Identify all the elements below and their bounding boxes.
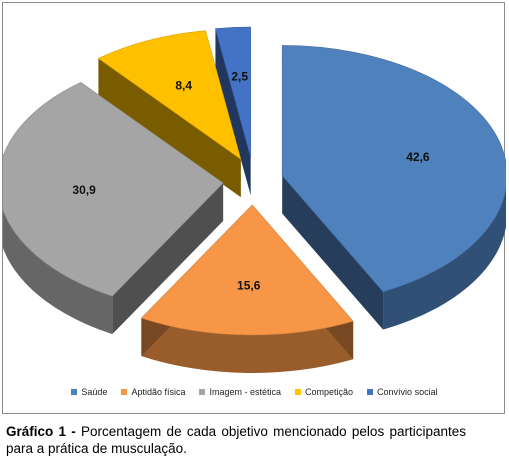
slice-competicao — [97, 30, 242, 160]
slice-imagem-estetica — [3, 82, 224, 297]
legend-swatch — [121, 389, 128, 395]
slice-wall-imagem-estetica-0 — [112, 183, 224, 335]
legend-swatch — [199, 389, 206, 395]
slice-rim-aptidao-fisica — [141, 318, 354, 373]
legend-item-saude: Saúde — [71, 387, 107, 397]
legend-item-aptidao-fisica: Aptidão física — [121, 387, 185, 397]
pie-chart: 42,6 15,6 30,9 8,4 2,5 — [3, 26, 506, 373]
slice-wall-saude-1 — [282, 175, 384, 330]
slice-rim-imagem-estetica — [3, 209, 113, 335]
caption-label: Gráfico 1 - — [6, 424, 76, 439]
slice-aptidao-fisica — [140, 204, 354, 336]
caption-text: Porcentagem de cada objetivo mencionado … — [6, 424, 466, 456]
slice-rim-saude — [383, 188, 506, 330]
slice-wall-convivio-social-0 — [215, 28, 251, 196]
legend-item-convivio-social: Convívio social — [367, 387, 438, 397]
data-label-convivio-social: 2,5 — [231, 70, 248, 84]
data-label-competicao: 8,4 — [175, 79, 192, 93]
slice-saude — [281, 45, 506, 293]
legend-label: Imagem - estética — [209, 387, 282, 397]
chart-legend: Saúde Aptidão física Imagem - estética Comp… — [3, 387, 506, 397]
data-label-aptidao-fisica: 15,6 — [237, 279, 261, 293]
legend-label: Convívio social — [377, 387, 438, 397]
legend-swatch — [295, 389, 302, 395]
chart-frame: 42,6 15,6 30,9 8,4 2,5 Saúde Aptidão física Im… — [2, 2, 506, 414]
legend-label: Competição — [305, 387, 354, 397]
data-label-saude: 42,6 — [406, 150, 430, 164]
figure-caption: Gráfico 1 - Porcentagem de cada objetivo… — [6, 423, 466, 457]
pie-label-layer: 42,6 15,6 30,9 8,4 2,5 — [72, 70, 430, 293]
legend-item-imagem-estetica: Imagem - estética — [199, 387, 281, 397]
legend-label: Saúde — [81, 387, 108, 397]
legend-swatch — [71, 389, 78, 395]
data-label-imagem-estetica: 30,9 — [72, 183, 96, 197]
slice-convivio-social — [215, 26, 251, 158]
slice-wall-competicao-0 — [98, 58, 241, 198]
legend-swatch — [367, 389, 374, 395]
legend-item-competicao: Competição — [295, 387, 353, 397]
legend-label: Aptidão física — [131, 387, 186, 397]
pie-top-layer — [3, 26, 506, 336]
